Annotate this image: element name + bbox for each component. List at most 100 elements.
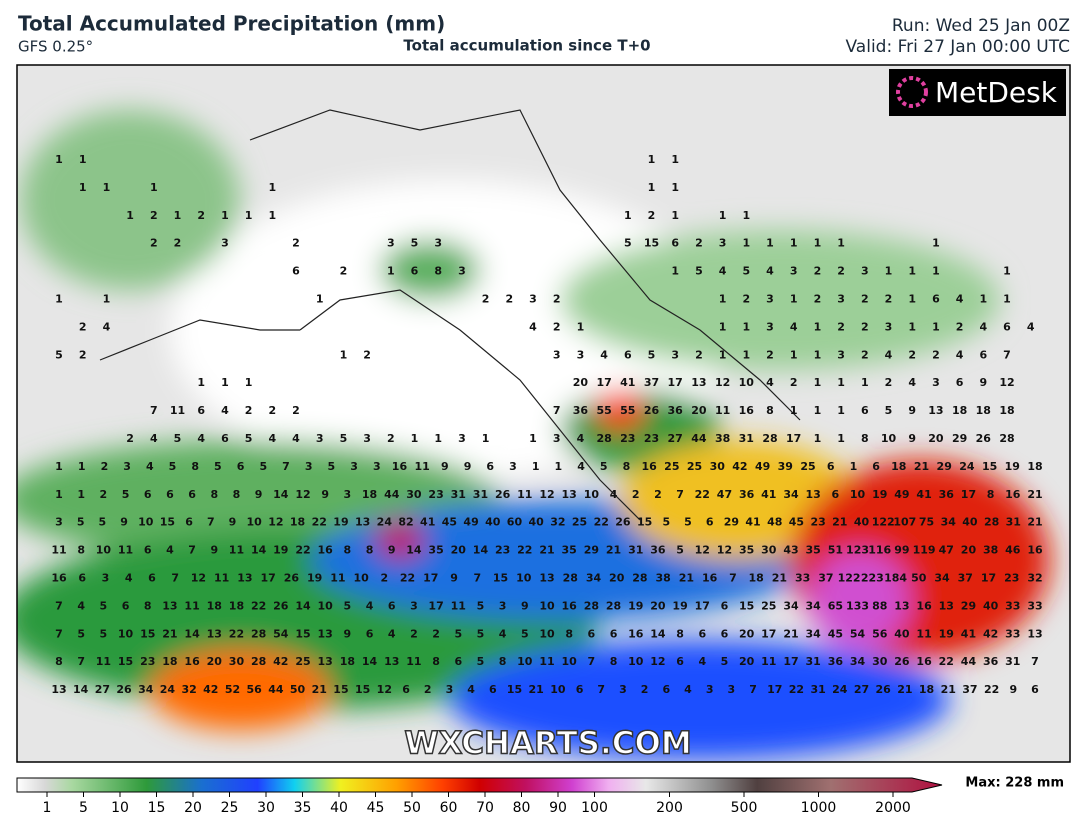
grid-value: 7: [55, 599, 63, 612]
colorbar-label: 35: [294, 800, 312, 816]
grid-value: 2: [885, 376, 893, 389]
grid-value: 10: [138, 516, 154, 529]
grid-value: 1: [814, 348, 822, 361]
grid-value: 5: [521, 627, 529, 640]
grid-value: 14: [473, 544, 489, 557]
grid-value: 14: [295, 599, 311, 612]
grid-value: 1: [1003, 293, 1011, 306]
grid-value: 1: [850, 460, 858, 473]
logo-text: MetDesk: [935, 76, 1058, 109]
grid-value: 3: [885, 320, 893, 333]
grid-value: 8: [610, 655, 618, 668]
grid-value: 34: [941, 516, 957, 529]
grid-value: 23: [620, 432, 635, 445]
grid-value: 46: [1005, 544, 1021, 557]
grid-value: 13: [51, 683, 66, 696]
grid-value: 11: [184, 599, 199, 612]
grid-value: 1: [671, 181, 679, 194]
grid-value: 4: [790, 320, 798, 333]
grid-value: 3: [305, 460, 313, 473]
grid-value: 12: [268, 516, 283, 529]
grid-value: 9: [388, 544, 396, 557]
grid-value: 6: [144, 544, 152, 557]
grid-value: 107: [893, 516, 916, 529]
grid-value: 7: [597, 683, 605, 696]
grid-value: 16: [916, 655, 932, 668]
grid-value: 40: [962, 516, 978, 529]
grid-value: 13: [207, 627, 222, 640]
grid-value: 12: [717, 544, 732, 557]
grid-value: 5: [600, 460, 608, 473]
grid-value: 36: [739, 488, 755, 501]
grid-value: 9: [979, 376, 987, 389]
grid-value: 11: [214, 572, 229, 585]
grid-value: 28: [762, 432, 777, 445]
grid-value: 2: [126, 432, 134, 445]
run: Run: Wed 25 Jan 00Z: [892, 16, 1070, 36]
grid-value: 7: [729, 572, 737, 585]
grid-value: 6: [188, 488, 196, 501]
grid-value: 4: [698, 655, 706, 668]
grid-value: 27: [95, 683, 110, 696]
grid-value: 13: [384, 655, 399, 668]
grid-value: 26: [894, 655, 910, 668]
grid-value: 1: [79, 181, 87, 194]
grid-value: 42: [273, 655, 288, 668]
grid-value: 1: [908, 293, 916, 306]
grid-value: 99: [894, 544, 909, 557]
grid-value: 6: [588, 627, 596, 640]
grid-value: 21: [312, 683, 327, 696]
colorbar-label: 5: [79, 800, 88, 816]
colorbar-label: 80: [513, 800, 531, 816]
grid-value: 18: [362, 488, 377, 501]
grid-value: 4: [197, 432, 205, 445]
grid-value: 3: [458, 432, 466, 445]
grid-value: 25: [687, 460, 702, 473]
grid-value: 9: [255, 488, 263, 501]
grid-value: 6: [185, 516, 193, 529]
grid-value: 1: [555, 460, 563, 473]
grid-value: 52: [225, 683, 240, 696]
grid-value: 23: [1004, 572, 1019, 585]
grid-value: 6: [221, 432, 229, 445]
grid-value: 13: [806, 488, 821, 501]
grid-value: 11: [51, 544, 66, 557]
grid-value: 1: [790, 293, 798, 306]
grid-value: 6: [979, 348, 987, 361]
grid-value: 10: [550, 683, 566, 696]
grid-value: 15: [507, 683, 522, 696]
grid-value: 3: [577, 348, 585, 361]
grid-value: 2: [410, 627, 418, 640]
grid-value: 6: [872, 460, 880, 473]
grid-value: 1: [221, 376, 229, 389]
grid-value: 32: [550, 516, 565, 529]
grid-value: 17: [668, 376, 683, 389]
grid-value: 14: [650, 627, 666, 640]
grid-value: 11: [229, 544, 244, 557]
grid-value: 20: [573, 376, 589, 389]
grid-value: 6: [148, 572, 156, 585]
grid-value: 12: [191, 572, 206, 585]
grid-value: 34: [138, 683, 154, 696]
grid-value: 11: [330, 572, 345, 585]
colorbar-label: 90: [549, 800, 567, 816]
grid-value: 18: [748, 572, 763, 585]
grid-value: 22: [984, 683, 999, 696]
grid-value: 7: [150, 404, 158, 417]
grid-value: 11: [761, 655, 776, 668]
grid-value: 1: [861, 376, 869, 389]
grid-value: 11: [406, 655, 421, 668]
grid-value: 21: [606, 544, 621, 557]
grid-value: 40: [983, 599, 999, 612]
grid-value: 3: [837, 293, 845, 306]
grid-value: 23: [428, 488, 443, 501]
grid-value: 88: [872, 599, 887, 612]
grid-value: 3: [671, 348, 679, 361]
grid-value: 82: [398, 516, 413, 529]
grid-value: 16: [702, 572, 718, 585]
grid-value: 34: [783, 599, 799, 612]
grid-value: 3: [446, 683, 454, 696]
grid-value: 5: [100, 627, 108, 640]
grid-value: 24: [959, 460, 975, 473]
grid-value: 1: [150, 181, 158, 194]
